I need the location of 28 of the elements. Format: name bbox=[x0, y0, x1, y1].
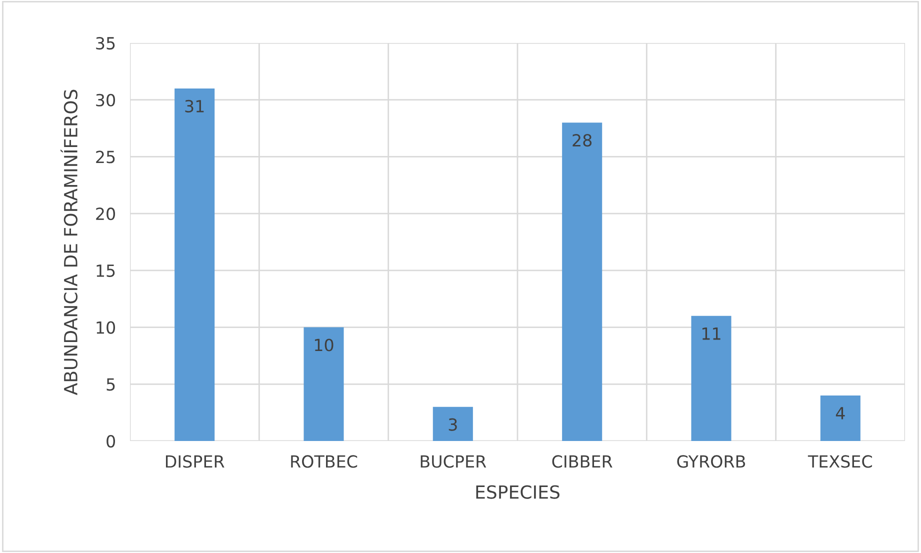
bar bbox=[174, 88, 215, 441]
y-tick-label: 20 bbox=[96, 208, 116, 220]
data-label: 28 bbox=[572, 134, 592, 147]
bar bbox=[820, 396, 860, 441]
x-axis-title: ESPECIES bbox=[476, 485, 560, 499]
bar bbox=[562, 122, 602, 441]
bar bbox=[691, 316, 732, 441]
x-tick-label: TEXSEC bbox=[808, 455, 872, 468]
y-tick-label: 15 bbox=[96, 264, 115, 277]
data-label: 3 bbox=[448, 418, 457, 431]
data-label: 31 bbox=[185, 100, 204, 112]
y-axis-title: ABUNDANCIA DE FORAMINÍFEROS bbox=[60, 90, 78, 396]
data-label: 4 bbox=[836, 407, 845, 420]
y-tick-label: 10 bbox=[96, 321, 116, 334]
x-tick-label: CIBBER bbox=[552, 455, 612, 468]
y-tick-label: 0 bbox=[106, 434, 116, 448]
y-tick-label: 5 bbox=[106, 378, 115, 391]
x-tick-label: GYRORB bbox=[677, 455, 746, 468]
data-label: 11 bbox=[702, 328, 720, 340]
bar bbox=[304, 327, 344, 441]
y-tick-label: 35 bbox=[96, 36, 115, 50]
y-tick-label: 25 bbox=[96, 150, 115, 164]
x-tick-label: ROTBEC bbox=[291, 455, 358, 468]
bar bbox=[432, 406, 473, 441]
x-tick-label: DISPER bbox=[166, 455, 224, 468]
data-label: 10 bbox=[314, 338, 334, 352]
x-tick-label: BUCPER bbox=[420, 455, 486, 468]
y-tick-label: 30 bbox=[96, 94, 116, 106]
